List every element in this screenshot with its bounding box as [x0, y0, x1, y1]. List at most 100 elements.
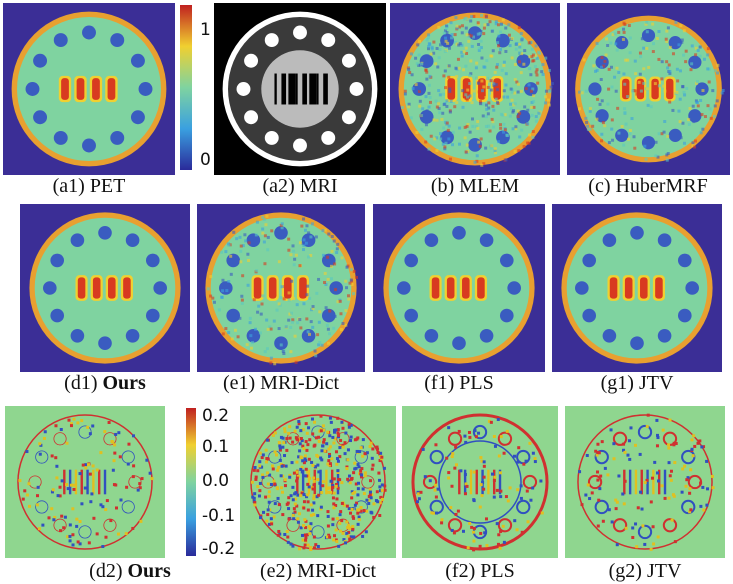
speckle: [476, 120, 479, 123]
speckle: [316, 478, 319, 481]
speckle: [247, 259, 250, 262]
caption-tag: (f1): [424, 372, 454, 394]
speckle: [332, 496, 335, 499]
speckle: [267, 458, 270, 461]
speckle: [445, 40, 448, 43]
speckle: [530, 55, 533, 58]
speckle: [613, 76, 616, 79]
dot: [678, 309, 692, 323]
bar: [309, 74, 316, 105]
speckle: [434, 443, 437, 446]
speckle: [494, 445, 497, 448]
speckle: [259, 331, 262, 334]
dot: [293, 26, 307, 40]
speckle: [306, 493, 309, 496]
speckle: [287, 249, 290, 252]
bar: [641, 470, 643, 495]
speckle: [75, 518, 78, 521]
speckle: [244, 239, 247, 242]
speckle: [641, 37, 644, 40]
speckle: [336, 243, 339, 246]
dot: [425, 329, 439, 343]
speckle: [611, 118, 614, 121]
speckle: [464, 65, 467, 68]
speckle: [256, 221, 259, 224]
speckle: [505, 158, 508, 161]
speckle: [643, 37, 646, 40]
speckle: [711, 89, 714, 92]
speckle: [227, 331, 230, 334]
speckle: [528, 442, 531, 445]
speckle: [603, 124, 606, 127]
speckle: [104, 508, 107, 511]
speckle: [296, 517, 299, 520]
speckle: [701, 128, 704, 131]
speckle: [296, 321, 299, 324]
speckle: [509, 115, 512, 118]
speckle: [317, 470, 320, 473]
speckle: [309, 548, 312, 551]
speckle: [429, 479, 432, 482]
speckle: [639, 491, 642, 494]
speckle: [320, 506, 323, 509]
speckle: [699, 482, 702, 485]
speckle: [90, 492, 93, 495]
speckle: [483, 460, 486, 463]
dot: [153, 281, 167, 295]
speckle: [473, 90, 476, 93]
speckle: [474, 429, 477, 432]
speckle: [328, 434, 331, 437]
speckle: [496, 522, 499, 525]
bar: [651, 79, 658, 100]
speckle: [114, 433, 117, 436]
colorbar-2: [186, 408, 196, 556]
speckle: [655, 419, 658, 422]
speckle: [444, 50, 447, 53]
speckle: [633, 147, 636, 150]
background: [402, 406, 558, 558]
speckle: [623, 502, 626, 505]
speckle: [89, 473, 92, 476]
speckle: [688, 123, 691, 126]
speckle: [338, 522, 341, 525]
image-panel: [214, 3, 386, 175]
speckle: [119, 455, 122, 458]
speckle: [250, 347, 253, 350]
speckle: [666, 135, 669, 138]
speckle: [258, 494, 261, 497]
speckle: [492, 82, 495, 85]
speckle: [401, 106, 404, 109]
speckle: [689, 107, 692, 110]
bar: [77, 78, 85, 100]
speckle: [503, 61, 506, 64]
speckle: [623, 111, 626, 114]
speckle: [363, 509, 366, 512]
dot: [237, 82, 251, 96]
speckle: [541, 63, 544, 66]
speckle: [475, 435, 478, 438]
speckle: [285, 437, 288, 440]
speckle: [432, 512, 435, 515]
speckle: [407, 68, 410, 71]
speckle: [610, 128, 613, 131]
speckle: [505, 495, 508, 498]
speckle: [520, 497, 523, 500]
speckle: [310, 514, 313, 517]
speckle: [517, 149, 520, 152]
speckle: [57, 494, 60, 497]
speckle: [317, 494, 320, 497]
caption: (b) MLEM: [431, 175, 520, 197]
speckle: [331, 436, 334, 439]
speckle: [255, 233, 258, 236]
speckle: [547, 99, 550, 102]
speckle: [281, 465, 284, 468]
speckle: [351, 528, 354, 531]
dot: [54, 33, 68, 47]
speckle: [612, 442, 615, 445]
speckle: [285, 325, 288, 328]
speckle: [629, 36, 632, 39]
speckle: [37, 486, 40, 489]
speckle: [303, 518, 306, 521]
speckle: [292, 517, 295, 520]
speckle: [322, 254, 325, 257]
